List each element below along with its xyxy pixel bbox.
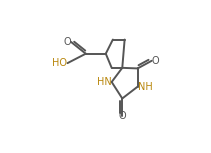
Text: O: O: [118, 111, 126, 121]
Text: HO: HO: [53, 58, 68, 68]
Text: NH: NH: [138, 82, 152, 92]
Text: O: O: [63, 37, 71, 47]
Text: O: O: [152, 56, 159, 66]
Text: HN: HN: [97, 77, 112, 87]
